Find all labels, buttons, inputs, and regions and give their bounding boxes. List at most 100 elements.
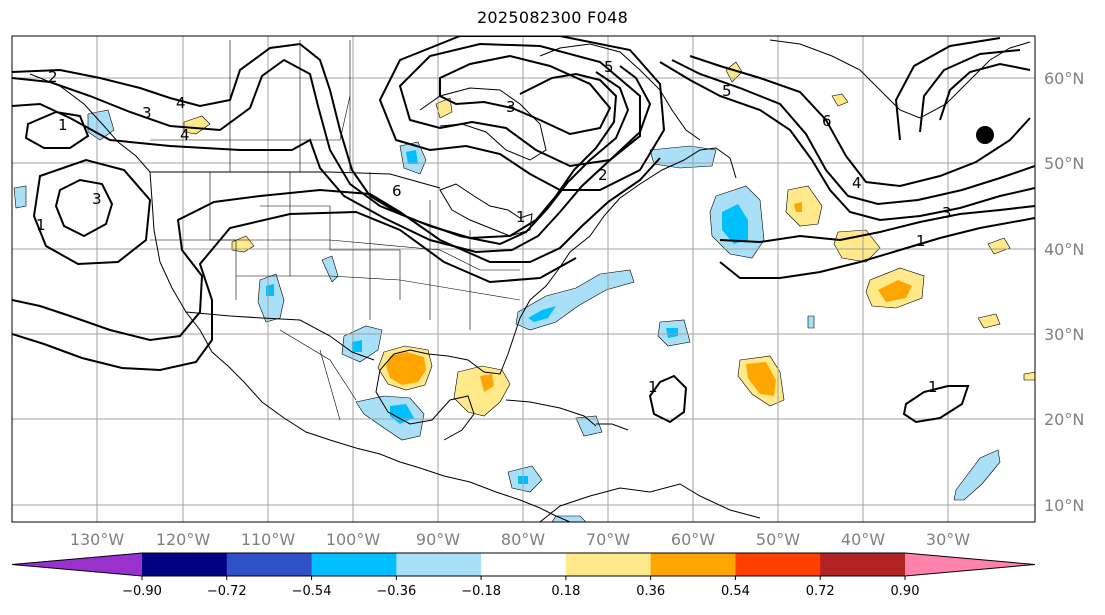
lon-label: 60°W	[671, 530, 715, 549]
hudson-bay	[419, 87, 547, 161]
contour-ring-low	[648, 374, 688, 424]
contour-label: 1	[916, 232, 926, 250]
negative-anomaly-mexico-core	[352, 340, 362, 352]
positive-anomaly-gulf-core	[386, 352, 426, 385]
south-america	[539, 483, 761, 522]
map-border	[11, 35, 1036, 523]
colorbar-tick-label: 0.54	[721, 584, 750, 599]
contour-label: 3	[942, 204, 952, 222]
contour-label: 1	[36, 216, 46, 234]
contour-atlantic-4	[719, 205, 1035, 244]
lon-label: 80°W	[501, 530, 545, 549]
positive-anomaly-atlantic-b-core	[794, 202, 802, 212]
positive-anomaly-atlantic-b	[785, 185, 823, 227]
positive-anomaly-atlantic-a-core	[746, 362, 776, 396]
state-borders-4	[236, 275, 521, 301]
colorbar-bin	[650, 553, 736, 576]
contour-north-1	[12, 42, 618, 240]
latitude-labels: 60°N 50°N 40°N 30°N 20°N 10°N	[1044, 69, 1084, 515]
contour-cutoff-low	[54, 178, 114, 238]
negative-anomaly-atlantic-f-core	[666, 328, 678, 338]
lon-label: 110°W	[241, 530, 296, 549]
colorbar-tick-label: 0.90	[891, 584, 920, 599]
contour-greenland-low	[939, 62, 1031, 121]
contour-label: 3	[506, 98, 516, 116]
negative-anomaly-small-9	[807, 315, 815, 329]
storm-center-marker	[976, 126, 994, 144]
colorbar-tick-label: −0.90	[122, 584, 162, 599]
contour-label: 1	[928, 378, 938, 396]
contour-label: 5	[604, 58, 614, 76]
positive-anomaly-yucatan-core	[480, 374, 494, 392]
hispaniola	[596, 423, 629, 431]
state-borders-2	[260, 205, 401, 300]
contour-hudson-mid	[398, 42, 641, 168]
east-coast	[519, 147, 737, 319]
colorbar-bin	[226, 553, 313, 576]
colorbar-tick-label: 0.36	[636, 584, 665, 599]
negative-anomaly-pacific-w	[13, 185, 27, 209]
negative-anomaly-rockies	[257, 273, 285, 323]
contour-bc-low	[24, 110, 90, 149]
contour-label: 1	[58, 116, 68, 134]
negative-anomaly-atlantic-e-core	[722, 204, 748, 244]
lon-label: 120°W	[156, 530, 211, 549]
greenland	[769, 39, 1031, 119]
colorbar-bin	[142, 553, 228, 576]
contour-label: 4	[176, 94, 186, 112]
positive-anomaly-atlantic-d-core	[878, 280, 912, 302]
contour-label: 6	[392, 182, 402, 200]
lat-label: 30°N	[1044, 325, 1084, 344]
contour-label: 5	[722, 82, 732, 100]
colorbar-tick-label: 0.18	[551, 584, 580, 599]
positive-anomaly-yucatan	[453, 365, 511, 417]
coastlines	[29, 39, 1031, 522]
contour-label: 4	[852, 174, 862, 192]
contour-label: 6	[822, 112, 832, 130]
us-mexico-border	[185, 311, 375, 361]
contour-cutoff-outer	[32, 158, 152, 266]
negative-anomaly-east-coast-core	[528, 306, 556, 322]
contour-label: 3	[92, 190, 102, 208]
lon-label: 50°W	[756, 530, 800, 549]
lat-label: 50°N	[1044, 154, 1084, 173]
colorbar-bin	[396, 553, 482, 576]
longitude-labels: 130°W 120°W 110°W 100°W 90°W 80°W 70°W 6…	[70, 530, 970, 549]
lon-label: 40°W	[841, 530, 885, 549]
lat-label: 20°N	[1044, 410, 1084, 429]
lon-label: 30°W	[926, 530, 970, 549]
gulf-coast	[375, 317, 521, 441]
mexico-states	[279, 329, 357, 421]
colorbar-bin	[820, 553, 906, 576]
colorbar-bin	[311, 553, 397, 576]
contour-label: 4	[180, 126, 190, 144]
contour-label: 3	[142, 104, 152, 122]
colorbar-extend-low	[12, 553, 142, 576]
great-lakes	[439, 183, 533, 237]
positive-anomaly-small-1	[987, 237, 1011, 255]
negative-anomaly-rockies-core	[266, 284, 274, 296]
chart-title: 2025082300 F048	[476, 8, 629, 27]
colorbar-tick-label: −0.18	[461, 584, 501, 599]
colorbar-bin	[565, 553, 652, 576]
contour-label: 2	[48, 68, 58, 86]
contour-atlantic-3	[689, 55, 1031, 188]
colorbar-extend-high	[905, 553, 1035, 576]
canada-provinces	[150, 40, 351, 172]
lon-label: 90°W	[416, 530, 460, 549]
contour-mid-1	[12, 157, 661, 342]
contour-ring-east	[902, 385, 970, 424]
positive-anomaly-small-2	[977, 313, 1001, 329]
lat-label: 40°N	[1044, 240, 1084, 259]
contour-greenland-low-3	[894, 37, 1001, 141]
contour-atlantic-1	[659, 61, 1035, 222]
contour-mid-2	[12, 210, 577, 372]
state-borders-5	[289, 172, 471, 330]
contour-atlantic-5	[719, 217, 1035, 279]
colorbar: −0.90 −0.72 −0.54 −0.36 −0.18 0.18 0.36 0.54 0.7…	[11, 552, 1036, 599]
lon-label: 130°W	[70, 530, 125, 549]
lat-label: 60°N	[1044, 69, 1084, 88]
contour-label: 2	[598, 166, 608, 184]
colorbar-tick-label: −0.36	[376, 584, 416, 599]
